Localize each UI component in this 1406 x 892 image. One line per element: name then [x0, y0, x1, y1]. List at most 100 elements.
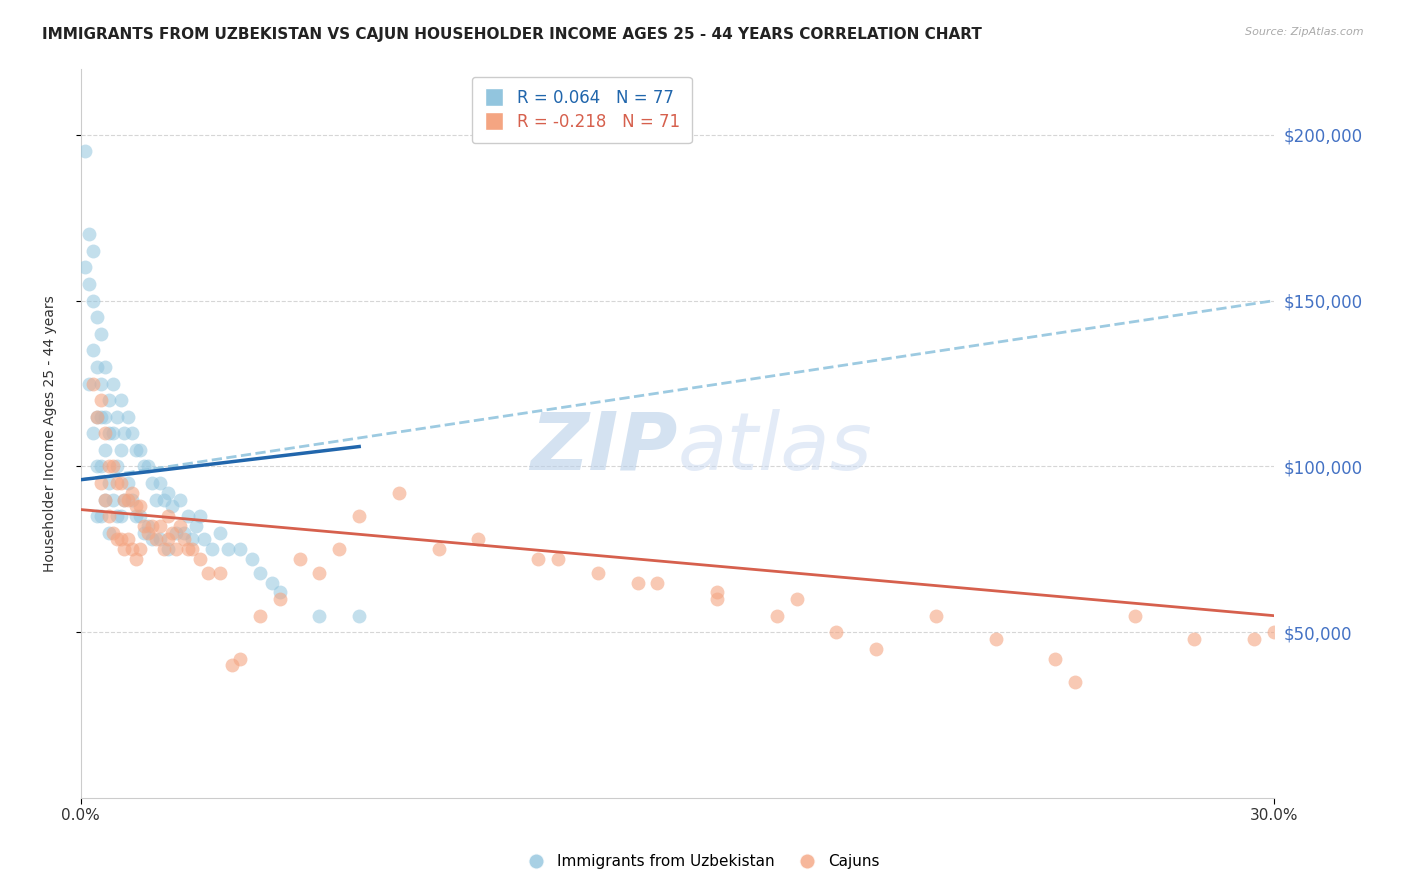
Point	[97, 459, 120, 474]
Point	[181, 533, 204, 547]
Point	[110, 393, 132, 408]
Point	[134, 519, 156, 533]
Point	[101, 426, 124, 441]
Point	[129, 500, 152, 514]
Point	[114, 542, 136, 557]
Y-axis label: Householder Income Ages 25 - 44 years: Householder Income Ages 25 - 44 years	[44, 295, 58, 572]
Point	[125, 500, 148, 514]
Point	[173, 533, 195, 547]
Point	[240, 552, 263, 566]
Point	[86, 459, 108, 474]
Point	[117, 533, 139, 547]
Point	[93, 359, 115, 374]
Point	[117, 476, 139, 491]
Point	[188, 552, 211, 566]
Point	[984, 632, 1007, 646]
Point	[125, 552, 148, 566]
Point	[249, 608, 271, 623]
Point	[138, 525, 160, 540]
Point	[145, 492, 167, 507]
Point	[527, 552, 550, 566]
Point	[586, 566, 609, 580]
Point	[173, 525, 195, 540]
Point	[177, 509, 200, 524]
Point	[77, 277, 100, 291]
Point	[101, 525, 124, 540]
Point	[188, 509, 211, 524]
Point	[114, 492, 136, 507]
Point	[82, 376, 104, 391]
Point	[129, 442, 152, 457]
Point	[308, 566, 330, 580]
Point	[153, 492, 176, 507]
Point	[1263, 625, 1285, 640]
Point	[93, 409, 115, 424]
Point	[138, 519, 160, 533]
Point	[93, 492, 115, 507]
Point	[117, 492, 139, 507]
Point	[160, 525, 183, 540]
Point	[328, 542, 350, 557]
Point	[184, 519, 207, 533]
Point	[114, 492, 136, 507]
Point	[93, 492, 115, 507]
Point	[1123, 608, 1146, 623]
Point	[626, 575, 648, 590]
Point	[169, 492, 191, 507]
Legend: Immigrants from Uzbekistan, Cajuns: Immigrants from Uzbekistan, Cajuns	[520, 848, 886, 875]
Point	[117, 409, 139, 424]
Point	[221, 658, 243, 673]
Point	[217, 542, 239, 557]
Point	[97, 426, 120, 441]
Point	[105, 409, 128, 424]
Point	[1184, 632, 1206, 646]
Point	[90, 326, 112, 341]
Point	[125, 509, 148, 524]
Point	[97, 476, 120, 491]
Point	[101, 376, 124, 391]
Point	[141, 533, 163, 547]
Point	[388, 486, 411, 500]
Point	[97, 509, 120, 524]
Point	[90, 459, 112, 474]
Point	[288, 552, 311, 566]
Point	[825, 625, 848, 640]
Point	[101, 459, 124, 474]
Point	[86, 509, 108, 524]
Point	[105, 459, 128, 474]
Point	[229, 652, 252, 666]
Point	[347, 608, 370, 623]
Point	[229, 542, 252, 557]
Text: IMMIGRANTS FROM UZBEKISTAN VS CAJUN HOUSEHOLDER INCOME AGES 25 - 44 YEARS CORREL: IMMIGRANTS FROM UZBEKISTAN VS CAJUN HOUS…	[42, 27, 981, 42]
Point	[101, 492, 124, 507]
Point	[82, 343, 104, 358]
Point	[208, 566, 231, 580]
Point	[93, 442, 115, 457]
Point	[177, 542, 200, 557]
Point	[153, 542, 176, 557]
Point	[1064, 675, 1087, 690]
Point	[1243, 632, 1265, 646]
Point	[157, 542, 180, 557]
Point	[86, 359, 108, 374]
Point	[125, 442, 148, 457]
Point	[145, 533, 167, 547]
Point	[121, 486, 143, 500]
Point	[121, 492, 143, 507]
Point	[97, 525, 120, 540]
Point	[129, 509, 152, 524]
Point	[706, 585, 728, 599]
Point	[77, 376, 100, 391]
Point	[134, 459, 156, 474]
Text: Source: ZipAtlas.com: Source: ZipAtlas.com	[1246, 27, 1364, 37]
Point	[269, 592, 291, 607]
Text: atlas: atlas	[678, 409, 872, 487]
Point	[90, 376, 112, 391]
Point	[90, 476, 112, 491]
Point	[141, 476, 163, 491]
Point	[82, 293, 104, 308]
Point	[157, 486, 180, 500]
Point	[82, 244, 104, 258]
Point	[467, 533, 489, 547]
Point	[121, 542, 143, 557]
